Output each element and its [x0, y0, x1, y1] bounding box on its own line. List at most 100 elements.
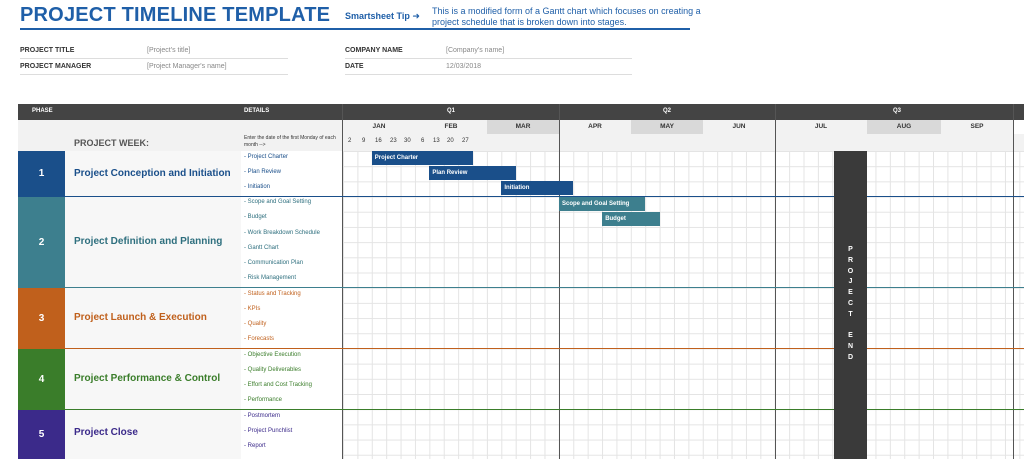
project-end-column — [834, 151, 867, 459]
quarter-divider — [342, 104, 343, 459]
field-rule — [20, 58, 288, 59]
page-title: PROJECT TIMELINE TEMPLATE — [20, 4, 331, 26]
project-end-letter: T — [848, 310, 853, 318]
week-date: 9 — [362, 138, 366, 144]
table-header-bar — [18, 104, 1024, 120]
project-end-letter: E — [848, 289, 853, 297]
phase-name: Project Close — [74, 427, 138, 438]
project-end-letter: D — [847, 354, 854, 361]
project-end-letter: C — [847, 300, 854, 307]
week-date: 2 — [348, 138, 352, 144]
project-manager-field[interactable]: [Project Manager's name] — [147, 63, 227, 70]
quarter-divider — [775, 104, 776, 459]
phase-name-cell — [65, 288, 241, 348]
detail-item: - Communication Plan — [244, 260, 304, 266]
detail-item: - Initiation — [244, 184, 271, 190]
detail-item: - Work Breakdown Schedule — [244, 230, 320, 236]
phase-number: 3 — [18, 288, 65, 348]
detail-item: - Scope and Goal Setting — [244, 199, 312, 205]
phase-divider — [18, 409, 1024, 410]
week-date: 27 — [462, 138, 469, 144]
date-row — [343, 134, 1024, 151]
field-rule — [345, 74, 632, 75]
phase-divider — [18, 287, 1024, 288]
month-header: APR — [559, 120, 631, 134]
project-end-letter: R — [847, 256, 854, 264]
phase-number: 1 — [18, 151, 65, 196]
phase-number: 4 — [18, 349, 65, 409]
phase-name-cell — [65, 349, 241, 409]
month-header: MAY — [631, 120, 703, 134]
field-rule — [345, 58, 632, 59]
tip-label: Smartsheet Tip ➜ — [345, 11, 420, 21]
detail-item: - Risk Management — [244, 275, 297, 281]
phase-name: Project Conception and Initiation — [74, 168, 231, 179]
week-date: 13 — [433, 138, 440, 144]
company-name-label: COMPANY NAME — [345, 47, 403, 54]
phase-column-header: PHASE — [32, 108, 53, 114]
project-end-letter: E — [848, 332, 853, 340]
date-label: DATE — [345, 63, 364, 70]
detail-item: - Project Punchlist — [244, 428, 293, 434]
phase-name: Project Definition and Planning — [74, 236, 223, 247]
field-rule — [20, 74, 288, 75]
month-header: MAR — [487, 120, 559, 134]
date-field[interactable]: 12/03/2018 — [446, 63, 482, 70]
project-week-label: PROJECT WEEK: — [74, 138, 150, 148]
week-date: 23 — [390, 138, 397, 144]
detail-item: - Project Charter — [244, 154, 289, 160]
month-header: JUL — [775, 120, 867, 134]
gantt-bar[interactable]: Plan Review — [429, 166, 516, 180]
month-header: SEP — [941, 120, 1013, 134]
detail-item: - Performance — [244, 397, 283, 403]
detail-item: - Forecasts — [244, 336, 275, 342]
company-name-field[interactable]: [Company's name] — [446, 47, 505, 54]
project-manager-label: PROJECT MANAGER — [20, 63, 92, 70]
gantt-bar[interactable]: Budget — [602, 212, 660, 226]
detail-item: - Report — [244, 443, 266, 449]
quarter-header: Q1 — [447, 108, 456, 114]
project-title-field[interactable]: [Project's title] — [147, 47, 191, 54]
project-end-letter: O — [847, 267, 854, 275]
week-date: 6 — [421, 138, 425, 144]
phase-name: Project Performance & Control — [74, 373, 221, 384]
gantt-bar[interactable]: Scope and Goal Setting — [559, 197, 646, 211]
phase-divider — [18, 196, 1024, 197]
detail-item: - Plan Review — [244, 169, 282, 175]
detail-item: - Objective Execution — [244, 352, 301, 358]
month-header: JUN — [703, 120, 775, 134]
week-row-background — [18, 120, 343, 151]
project-end-letter: N — [847, 343, 854, 351]
month-header: JAN — [343, 120, 415, 134]
week-instruction: Enter the date of the first Monday of ea… — [244, 135, 336, 148]
detail-item: - Status and Tracking — [244, 291, 301, 297]
phase-name-cell — [65, 410, 241, 459]
gantt-bar[interactable]: Initiation — [501, 181, 574, 195]
phase-number: 5 — [18, 410, 65, 459]
project-title-label: PROJECT TITLE — [20, 47, 75, 54]
detail-item: - Budget — [244, 214, 267, 220]
quarter-header: Q3 — [893, 108, 902, 114]
gantt-bar[interactable]: Project Charter — [371, 151, 473, 165]
details-column-header: DETAILS — [244, 108, 270, 114]
project-end-letter: P — [848, 246, 853, 253]
week-date: 20 — [447, 138, 454, 144]
phase-divider — [18, 348, 1024, 349]
gantt-grid[interactable] — [343, 151, 1024, 459]
phase-name-cell — [65, 197, 241, 287]
phase-name: Project Launch & Execution — [74, 312, 207, 323]
detail-item: - Gantt Chart — [244, 245, 279, 251]
quarter-header: Q2 — [663, 108, 672, 114]
title-divider — [20, 28, 690, 30]
quarter-divider — [559, 104, 560, 459]
month-header: AUG — [867, 120, 941, 134]
detail-item: - KPIs — [244, 306, 261, 312]
tip-text: This is a modified form of a Gantt chart… — [432, 6, 701, 27]
phase-number: 2 — [18, 197, 65, 287]
detail-item: - Quality Deliverables — [244, 367, 302, 373]
detail-item: - Effort and Cost Tracking — [244, 382, 312, 388]
detail-item: - Quality — [244, 321, 267, 327]
week-date: 30 — [404, 138, 411, 144]
phase-name-cell — [65, 151, 241, 196]
week-date: 16 — [375, 138, 382, 144]
